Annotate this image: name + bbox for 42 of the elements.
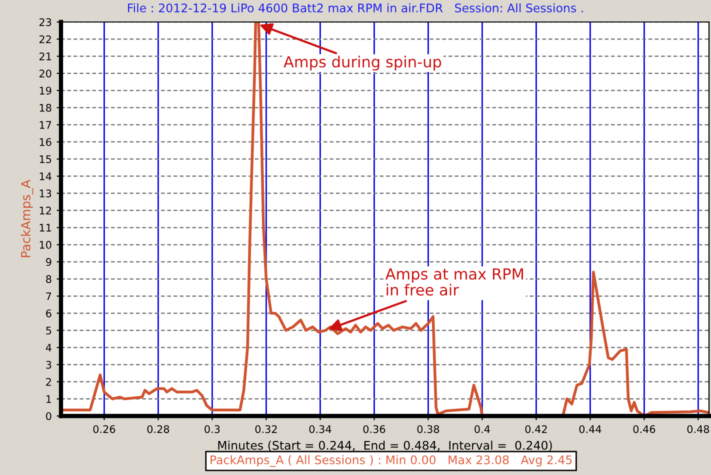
y-tick-label: 12 <box>40 206 51 214</box>
y-tick-label: 11 <box>40 224 52 232</box>
y-tick-label: 2 <box>46 378 51 386</box>
y-tick-label: 3 <box>46 360 52 369</box>
x-tick-label: 0.28 <box>147 425 170 434</box>
x-tick-label: 0.36 <box>363 425 386 434</box>
y-tick-label: 22 <box>39 35 51 44</box>
x-tick-label: 0.44 <box>579 425 602 434</box>
annotation: Amps at max RPM in free air <box>385 268 523 296</box>
x-tick-label: 0.46 <box>633 425 656 434</box>
y-tick-label: 7 <box>46 292 52 300</box>
y-tick-label: 19 <box>40 86 52 95</box>
y-axis-title: PackAmps_A <box>20 180 34 258</box>
y-tick-label: 1 <box>46 395 52 403</box>
y-tick-label: 8 <box>46 275 52 284</box>
y-tick-label: 23 <box>39 18 52 26</box>
annotation: Amps during spin-up <box>284 56 442 71</box>
y-tick-label: 16 <box>40 138 52 146</box>
x-tick-label: 0.42 <box>525 425 547 434</box>
x-tick-label: 0.38 <box>417 425 440 434</box>
x-axis-title: Minutes (Start = 0.244, End = 0.484, Interval = 0.240) <box>218 440 552 452</box>
x-tick-label: 0.34 <box>309 425 332 434</box>
x-tick-label: 0.26 <box>93 425 116 434</box>
y-tick-label: 17 <box>40 121 52 129</box>
y-tick-label: 6 <box>46 309 52 318</box>
y-tick-label: 4 <box>46 344 52 352</box>
y-tick-label: 10 <box>40 240 52 249</box>
y-tick-label: 20 <box>39 70 52 78</box>
y-tick-label: 21 <box>39 52 52 60</box>
y-tick-label: 13 <box>40 190 52 198</box>
y-tick-label: 9 <box>46 258 52 266</box>
x-tick-label: 0.48 <box>687 425 710 434</box>
text: PackAmps_A ( All Sessions ) : Min 0.00 Max 23.08 Avg 2.45 <box>210 455 572 467</box>
x-tick-label: 0.32 <box>255 425 277 434</box>
chart-title: File : 2012-12-19 LiPo 4600 Batt2 max RPM in air.FDR Session: All Sessions . <box>128 3 583 12</box>
x-tick-label: 0.4 <box>474 425 490 434</box>
y-tick-label: 5 <box>46 326 52 334</box>
y-tick-label: 15 <box>40 155 52 164</box>
x-tick-label: 0.3 <box>204 425 220 434</box>
y-tick-label: 18 <box>40 104 52 112</box>
y-tick-label: 14 <box>40 172 52 180</box>
y-tick-label: 0 <box>46 412 52 420</box>
